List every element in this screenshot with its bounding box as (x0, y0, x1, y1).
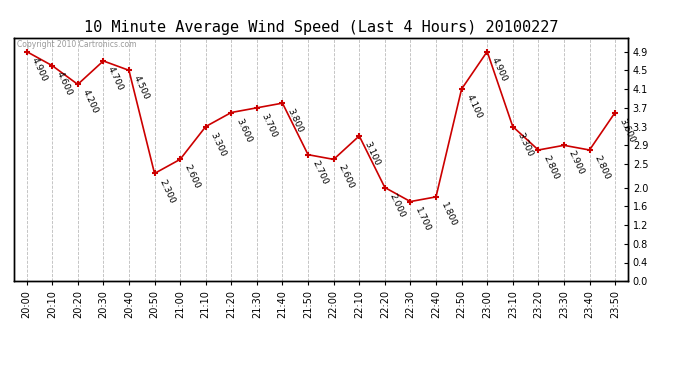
Text: 2.900: 2.900 (566, 150, 586, 177)
Text: 3.600: 3.600 (618, 117, 637, 144)
Text: 3.800: 3.800 (285, 107, 304, 135)
Text: 3.700: 3.700 (259, 112, 279, 139)
Text: 2.600: 2.600 (337, 164, 355, 190)
Text: 2.800: 2.800 (541, 154, 560, 181)
Text: 4.600: 4.600 (55, 70, 74, 97)
Text: 4.200: 4.200 (81, 88, 99, 116)
Text: 3.300: 3.300 (208, 131, 228, 158)
Text: 4.900: 4.900 (490, 56, 509, 83)
Text: 4.700: 4.700 (106, 65, 125, 92)
Text: 4.900: 4.900 (30, 56, 48, 83)
Text: 2.600: 2.600 (183, 164, 202, 190)
Text: 3.300: 3.300 (515, 131, 535, 158)
Text: 1.800: 1.800 (439, 201, 458, 228)
Text: 4.100: 4.100 (464, 93, 484, 120)
Text: 2.000: 2.000 (388, 192, 406, 219)
Text: 2.800: 2.800 (592, 154, 611, 181)
Text: 3.100: 3.100 (362, 140, 381, 167)
Text: 4.500: 4.500 (132, 75, 150, 102)
Text: 2.300: 2.300 (157, 178, 177, 205)
Text: Copyright 2010 Cartronics.com: Copyright 2010 Cartronics.com (17, 40, 137, 49)
Text: 3.600: 3.600 (234, 117, 253, 144)
Text: 2.700: 2.700 (310, 159, 330, 186)
Title: 10 Minute Average Wind Speed (Last 4 Hours) 20100227: 10 Minute Average Wind Speed (Last 4 Hou… (83, 20, 558, 35)
Text: 1.700: 1.700 (413, 206, 432, 233)
